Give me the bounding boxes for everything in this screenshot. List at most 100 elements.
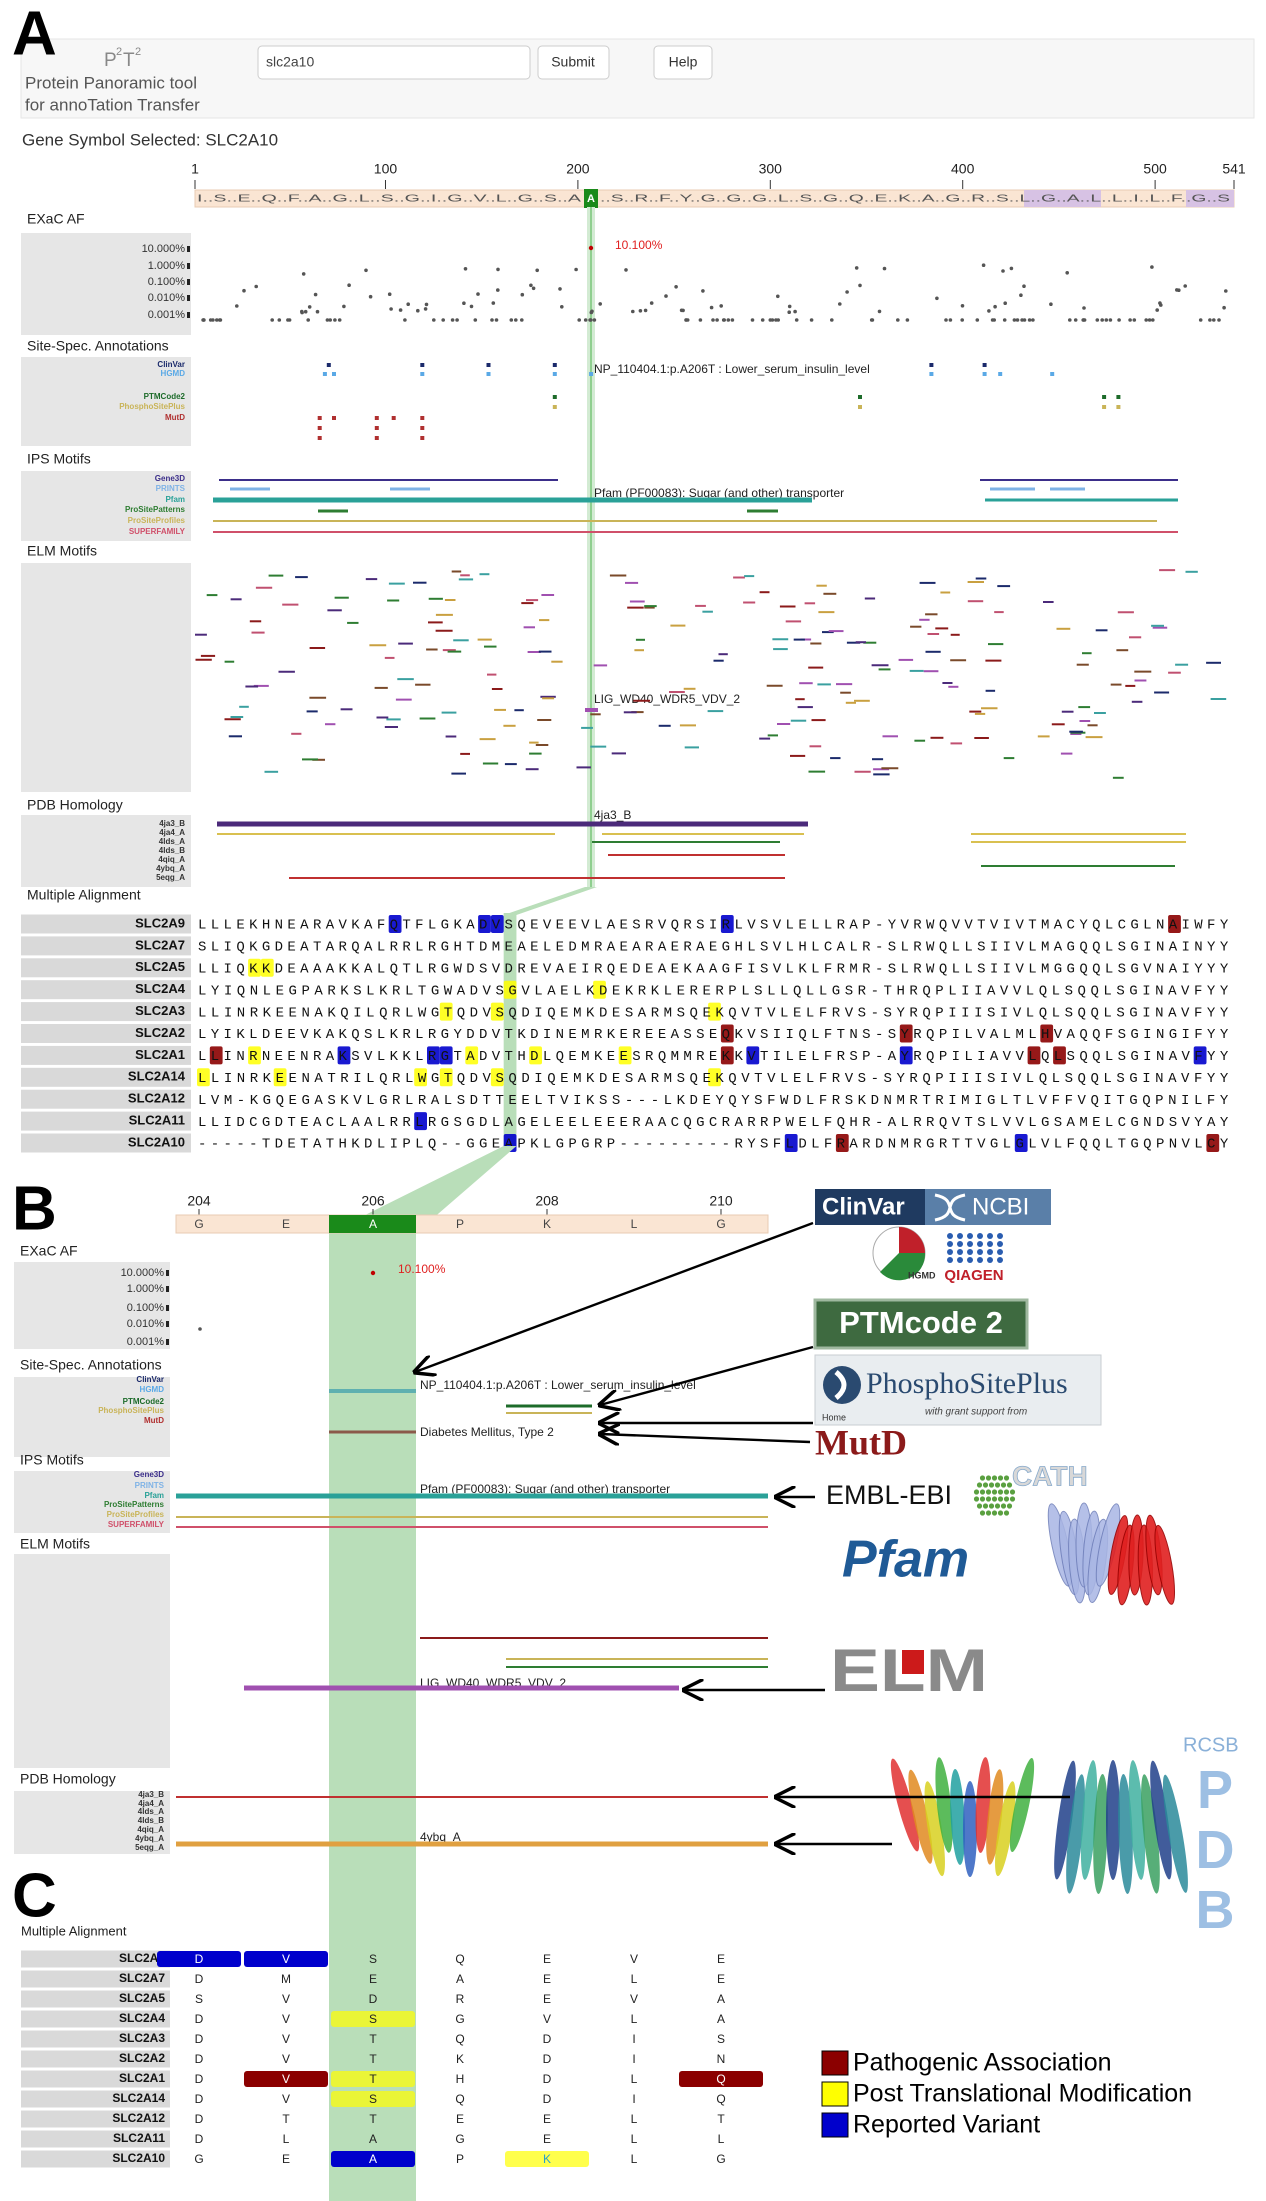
alignment-title: Multiple Alignment (27, 887, 141, 903)
qiagen-dot (967, 1249, 973, 1255)
aligned-residue: V (543, 2012, 551, 2026)
pdb-structure (890, 1758, 920, 1852)
logo-sup: 2 (135, 46, 141, 58)
pdb-structure (1106, 1760, 1120, 1880)
embl-dot (994, 1503, 1001, 1509)
af-scale-mark (166, 1305, 169, 1311)
help-button[interactable] (653, 45, 713, 80)
track-row-label: 4ja3_B (138, 1790, 164, 1799)
residue-highlight (1206, 1134, 1220, 1152)
track-row-label: 4lds_A (138, 1807, 164, 1816)
site-mark (1102, 405, 1107, 409)
alignment-sequence: SLIQKGDEATARQALRRLRGHTDMEAELEDMRAEARAERA… (198, 940, 1229, 956)
selected-residue: A (587, 193, 595, 205)
track-label-box (21, 815, 191, 887)
aligned-residue: D (195, 2052, 204, 2066)
gene-label: SLC2A4 (135, 981, 186, 996)
af-dot (368, 294, 373, 299)
aligned-residue: S (369, 1952, 377, 1966)
qiagen-dot (957, 1241, 963, 1247)
track-title: PDB Homology (27, 797, 123, 813)
site-mark (486, 372, 491, 376)
sequence-bar (175, 1214, 769, 1234)
mutd-logo: MutD (815, 1422, 907, 1462)
af-dot (398, 308, 403, 312)
residue-highlight (720, 1024, 734, 1043)
legend-swatch (821, 2050, 849, 2076)
embl-dot (979, 1510, 986, 1516)
af-dot (776, 318, 780, 322)
af-dot (450, 318, 455, 322)
residue-highlight (746, 1046, 760, 1065)
axis-tick-label: 100 (374, 161, 398, 177)
residue-highlight (899, 1046, 913, 1065)
embl-dot (1003, 1510, 1010, 1516)
qiagen-dot (967, 1233, 973, 1239)
embl-dot (988, 1503, 995, 1509)
residue-highlight (331, 2091, 415, 2107)
track-title: EXaC AF (27, 211, 85, 227)
af-dot (1208, 318, 1212, 322)
qiagen-dot (977, 1233, 983, 1239)
af-dot (987, 309, 991, 313)
sequence-residue: A (369, 1217, 377, 1231)
help-label[interactable]: Help (669, 54, 698, 70)
residue-highlight (209, 1046, 223, 1065)
residue-highlight (439, 1068, 453, 1087)
site-mark (552, 395, 557, 399)
aligned-residue: D (195, 2032, 204, 2046)
af-dot (1073, 318, 1078, 322)
gene-label: SLC2A1 (119, 2071, 165, 2085)
gene-label-box (21, 958, 191, 978)
axis-tick-label: 210 (709, 1193, 733, 1209)
af-dot (560, 305, 564, 309)
af-dot (1065, 271, 1069, 275)
af-dot (1117, 318, 1121, 322)
hgmd-text: HGMD (908, 1270, 936, 1280)
qiagen-dot (987, 1233, 993, 1239)
aligned-residue: D (543, 2092, 552, 2106)
track-row-label: PhosphoSitePlus (119, 402, 185, 411)
residue-highlight (465, 1046, 479, 1065)
af-dot (403, 318, 407, 322)
track-title: IPS Motifs (20, 1452, 84, 1468)
pointer-arrow (600, 1345, 814, 1405)
aligned-residue: E (543, 2112, 551, 2126)
track-row-label: ClinVar (157, 360, 185, 369)
legend-label: Post Translational Modification (853, 2080, 1192, 2108)
legend-swatch (821, 2112, 849, 2138)
track-row-label: 10.000% (121, 1267, 165, 1279)
af-dot (685, 318, 690, 322)
af-dot (300, 309, 304, 314)
embl-dot (973, 1489, 980, 1495)
aligned-residue: R (456, 1992, 465, 2006)
aligned-residue: E (543, 2132, 551, 2146)
af-dot (496, 288, 500, 292)
pdb-structure (1054, 1760, 1076, 1880)
af-dot (494, 318, 499, 322)
aligned-residue: K (456, 2052, 464, 2066)
track-row-label: 0.001% (127, 1336, 165, 1348)
submit-button[interactable] (537, 45, 610, 80)
af-dot (469, 304, 474, 309)
logo-sup: 2 (116, 46, 122, 58)
aligned-residue: H (456, 2072, 465, 2086)
track-row-label: ProSitePatterns (104, 1500, 165, 1509)
phosphosite-grant: with grant support from (925, 1407, 1027, 1418)
site-mark (982, 372, 987, 376)
search-value[interactable]: slc2a10 (266, 54, 314, 70)
af-scale-mark (187, 312, 190, 318)
af-dot (1128, 318, 1132, 322)
embl-dot (1006, 1482, 1013, 1488)
residue-highlight (835, 1134, 849, 1152)
af-dot (935, 296, 939, 301)
embl-dot (1009, 1489, 1016, 1495)
af-scale-mark (187, 263, 190, 269)
axis-tick-label: 208 (535, 1193, 559, 1209)
af-scale-mark (187, 246, 190, 252)
submit-label[interactable]: Submit (551, 54, 595, 70)
subtitle: Protein Panoramic tool (25, 73, 197, 92)
search-input[interactable] (257, 45, 531, 80)
af-dot (709, 305, 714, 310)
